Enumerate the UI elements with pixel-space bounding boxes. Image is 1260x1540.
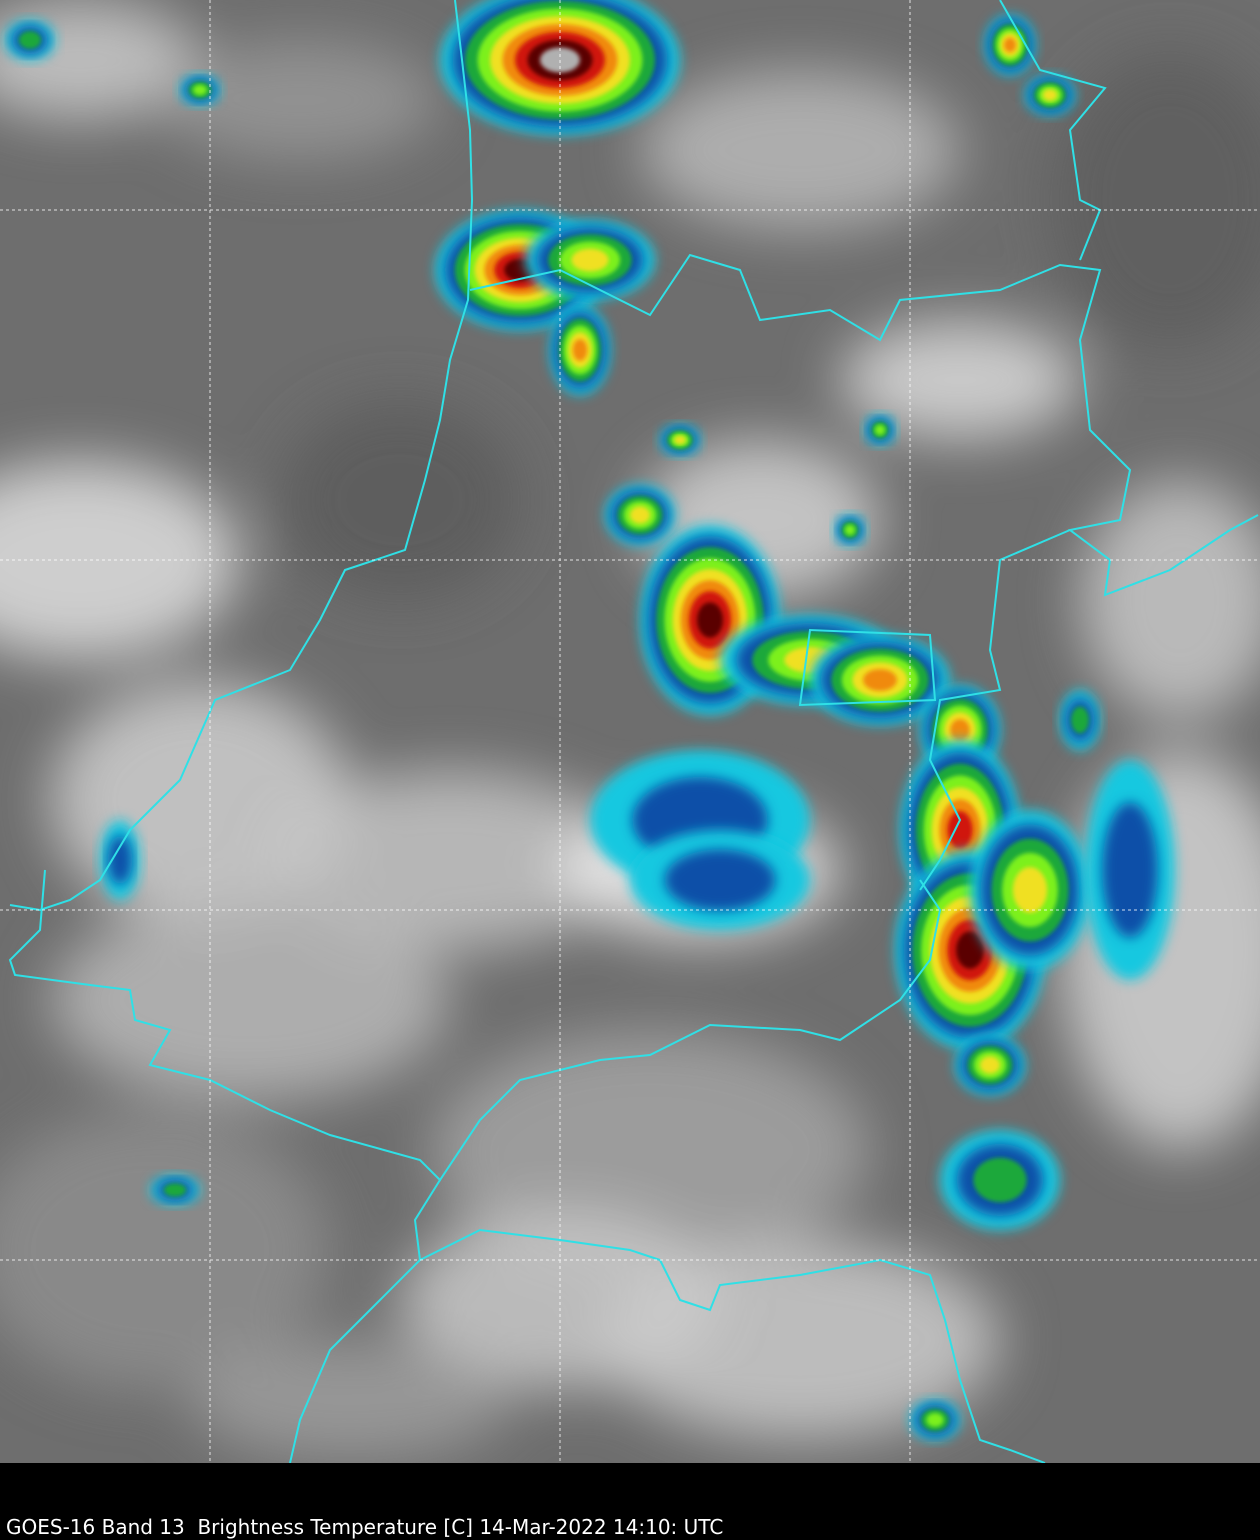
storm-level — [980, 1056, 1000, 1074]
storm — [1060, 690, 1100, 750]
cloud — [270, 770, 630, 950]
storm-level — [630, 506, 650, 524]
satellite-image — [0, 0, 1260, 1463]
storm — [1025, 75, 1075, 115]
storm — [985, 15, 1035, 75]
border — [8, 869, 942, 1182]
cloud — [0, 460, 240, 660]
graticule — [0, 0, 1260, 1463]
cloud — [280, 400, 520, 600]
storm — [630, 830, 810, 930]
storm — [835, 515, 865, 545]
storm-level — [973, 1157, 1027, 1203]
convective-storms — [5, 0, 1175, 1440]
storm-level — [107, 835, 133, 885]
border — [469, 253, 1259, 597]
storm — [100, 820, 140, 900]
storm-level — [18, 31, 42, 49]
storm — [5, 20, 55, 60]
cloud — [1050, 50, 1260, 350]
storm-level — [1012, 867, 1048, 913]
border — [9, 0, 474, 912]
storm-level — [1102, 802, 1158, 938]
storm-level — [1071, 706, 1089, 734]
cloud — [400, 1210, 720, 1390]
cloud — [430, 1030, 870, 1270]
storm — [660, 425, 700, 455]
cloud — [190, 1340, 510, 1460]
cloud — [640, 70, 960, 230]
storm-level — [664, 849, 776, 911]
border — [798, 628, 937, 707]
storm-level — [193, 84, 207, 96]
storm — [1085, 760, 1175, 980]
storm — [865, 415, 895, 445]
storm — [970, 810, 1090, 970]
storm-level — [844, 524, 856, 536]
storm-level — [572, 339, 588, 361]
storm — [525, 220, 655, 300]
cloud — [840, 320, 1080, 440]
storm-level — [947, 811, 973, 849]
caption-bar: GOES-16 Band 13 Brightness Temperature [… — [0, 1463, 1260, 1540]
cloud — [0, 1110, 330, 1390]
storm-level — [874, 424, 886, 436]
storm-level — [950, 719, 970, 741]
storm-level — [696, 602, 724, 638]
border — [289, 1179, 441, 1463]
storm-level — [926, 1413, 944, 1427]
cloud — [50, 900, 450, 1100]
storm-level — [674, 435, 686, 445]
storm-level — [163, 1183, 187, 1197]
cloud — [160, 40, 440, 160]
storm-level — [1042, 89, 1058, 101]
storm-level — [956, 931, 984, 969]
borders — [8, 0, 1259, 1463]
storm — [955, 1035, 1025, 1095]
storm-level — [863, 669, 897, 691]
storm-level — [1003, 37, 1017, 53]
border — [919, 529, 1071, 891]
storm — [180, 75, 220, 105]
border — [419, 1228, 1046, 1463]
storm — [605, 485, 675, 545]
storm — [940, 1130, 1060, 1230]
storm — [910, 1400, 960, 1440]
storm — [150, 1175, 200, 1205]
caption: GOES-16 Band 13 Brightness Temperature [… — [6, 1515, 724, 1539]
storm-level — [571, 248, 609, 272]
storm — [550, 305, 610, 395]
